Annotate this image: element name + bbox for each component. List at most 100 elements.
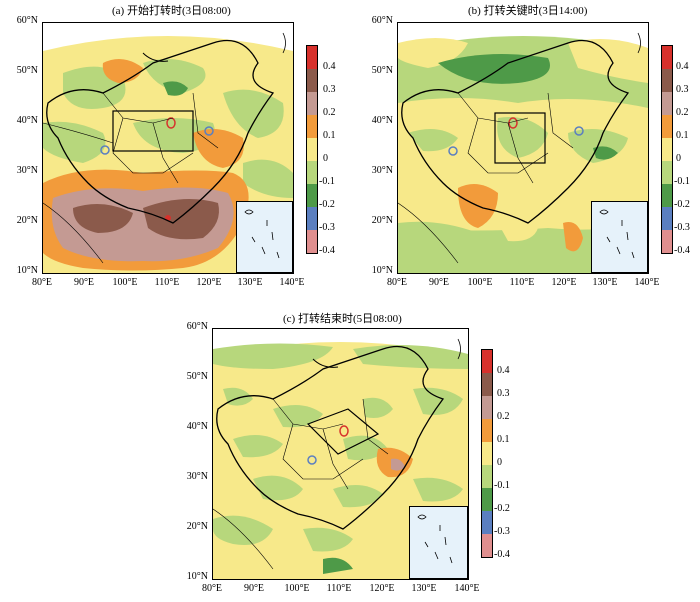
panel-b-lat-40: 40°N	[371, 115, 393, 126]
panel-b-lon-100: 100°E	[467, 277, 493, 288]
cb-b-seg-2	[662, 92, 672, 115]
panel-a-map	[42, 22, 294, 274]
cb-a-seg-7	[307, 207, 317, 230]
cb-a-seg-6	[307, 184, 317, 207]
panel-c-lon-110: 110°E	[326, 583, 352, 594]
cb-c-label-8: -0.4	[494, 549, 510, 560]
panel-c-lon-90: 90°E	[243, 583, 265, 594]
cb-b-seg-6	[662, 184, 672, 207]
panel-b-lon-110: 110°E	[509, 277, 535, 288]
cb-a-seg-5	[307, 161, 317, 184]
cb-b-label-4: 0	[676, 153, 681, 164]
cb-c-seg-2	[482, 396, 492, 419]
panel-c-title: (c) 打转结束时(5日08:00)	[283, 313, 402, 325]
panel-b-lat-50: 50°N	[371, 65, 393, 76]
cb-c-label-4: 0	[497, 457, 502, 468]
cb-b-label-2: 0.2	[676, 107, 689, 118]
panel-a-lon-100: 100°E	[112, 277, 138, 288]
cb-c-seg-8	[482, 534, 492, 557]
cb-b-label-6: -0.2	[674, 199, 690, 210]
panel-b-colorbar	[661, 45, 673, 254]
cb-b-seg-5	[662, 161, 672, 184]
cb-a-label-6: -0.2	[319, 199, 335, 210]
panel-a-lat-10: 10°N	[16, 265, 38, 276]
panel-b-inset-map	[591, 201, 648, 273]
cb-b-label-5: -0.1	[674, 176, 690, 187]
cb-c-seg-7	[482, 511, 492, 534]
panel-c-lat-30: 30°N	[186, 471, 208, 482]
panel-a-inset-map	[236, 201, 293, 273]
panel-c-lon-80: 80°E	[201, 583, 223, 594]
cb-a-label-2: 0.2	[323, 107, 336, 118]
cb-c-seg-5	[482, 465, 492, 488]
panel-b-lon-130: 130°E	[592, 277, 618, 288]
cb-c-seg-6	[482, 488, 492, 511]
cb-a-seg-1	[307, 69, 317, 92]
panel-b-map	[397, 22, 649, 274]
cb-a-label-1: 0.3	[323, 84, 336, 95]
panel-b-lon-80: 80°E	[386, 277, 408, 288]
panel-a-lon-120: 120°E	[196, 277, 222, 288]
panel-a-lon-140: 140°E	[279, 277, 305, 288]
cb-b-label-8: -0.4	[674, 245, 690, 256]
cb-c-label-5: -0.1	[494, 480, 510, 491]
panel-a-lon-80: 80°E	[31, 277, 53, 288]
cb-c-seg-3	[482, 419, 492, 442]
panel-b-title: (b) 打转关键时(3日14:00)	[468, 5, 588, 17]
panel-c-lat-10: 10°N	[186, 571, 208, 582]
cb-a-seg-8	[307, 230, 317, 253]
panel-a-colorbar	[306, 45, 318, 254]
cb-c-seg-0	[482, 350, 492, 373]
panel-c-inset-map	[409, 506, 468, 579]
cb-a-seg-2	[307, 92, 317, 115]
cb-b-seg-7	[662, 207, 672, 230]
panel-c-map	[212, 328, 469, 580]
panel-a-lon-130: 130°E	[237, 277, 263, 288]
cb-a-label-3: 0.1	[323, 130, 336, 141]
cb-b-label-7: -0.3	[674, 222, 690, 233]
cb-a-label-8: -0.4	[319, 245, 335, 256]
panel-c-lon-120: 120°E	[369, 583, 395, 594]
panel-c-lat-50: 50°N	[186, 371, 208, 382]
cb-b-label-1: 0.3	[676, 84, 689, 95]
panel-b-lat-10: 10°N	[371, 265, 393, 276]
cb-c-label-2: 0.2	[497, 411, 510, 422]
panel-a-lon-90: 90°E	[73, 277, 95, 288]
cb-a-seg-0	[307, 46, 317, 69]
panel-b-lon-120: 120°E	[551, 277, 577, 288]
cb-c-seg-1	[482, 373, 492, 396]
panel-b-lat-60: 60°N	[371, 15, 393, 26]
panel-a-title: (a) 开始打转时(3日08:00)	[112, 5, 231, 17]
panel-a-lat-40: 40°N	[16, 115, 38, 126]
cb-b-label-3: 0.1	[676, 130, 689, 141]
panel-b-lat-20: 20°N	[371, 215, 393, 226]
cb-b-label-0: 0.4	[676, 61, 689, 72]
panel-c-lat-20: 20°N	[186, 521, 208, 532]
panel-b-lon-140: 140°E	[634, 277, 660, 288]
cb-b-seg-1	[662, 69, 672, 92]
cb-c-label-7: -0.3	[494, 526, 510, 537]
cb-a-label-4: 0	[323, 153, 328, 164]
cb-a-seg-3	[307, 115, 317, 138]
panel-b-lat-30: 30°N	[371, 165, 393, 176]
cb-a-label-7: -0.3	[319, 222, 335, 233]
cb-b-seg-8	[662, 230, 672, 253]
panel-b-lon-90: 90°E	[428, 277, 450, 288]
cb-c-label-1: 0.3	[497, 388, 510, 399]
cb-b-seg-0	[662, 46, 672, 69]
panel-c-lon-130: 130°E	[411, 583, 437, 594]
panel-a-lat-60: 60°N	[16, 15, 38, 26]
cb-a-seg-4	[307, 138, 317, 161]
panel-a-lat-20: 20°N	[16, 215, 38, 226]
panel-a-lat-50: 50°N	[16, 65, 38, 76]
panel-a-lat-30: 30°N	[16, 165, 38, 176]
cb-c-seg-4	[482, 442, 492, 465]
panel-c-colorbar	[481, 349, 493, 558]
cb-b-seg-4	[662, 138, 672, 161]
cb-c-label-3: 0.1	[497, 434, 510, 445]
panel-c-lat-40: 40°N	[186, 421, 208, 432]
cb-b-seg-3	[662, 115, 672, 138]
cb-c-label-6: -0.2	[494, 503, 510, 514]
cb-a-label-5: -0.1	[319, 176, 335, 187]
panel-c-lon-140: 140°E	[454, 583, 480, 594]
